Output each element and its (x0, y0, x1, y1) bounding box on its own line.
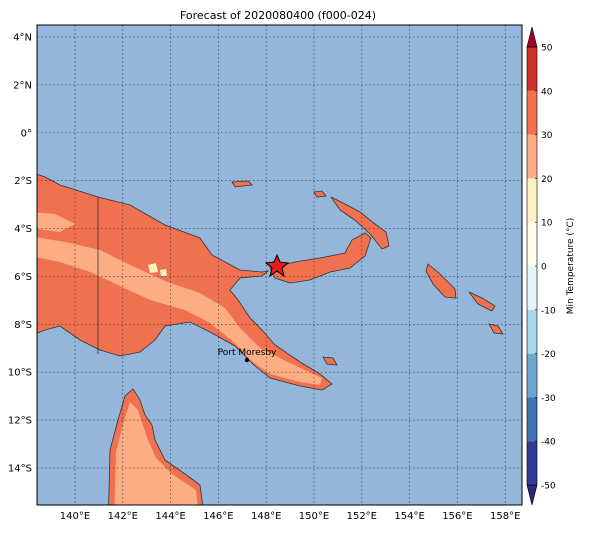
lon-tick-label: 148°E (251, 511, 281, 522)
colorbar-band (527, 134, 537, 179)
colorbar-band (527, 309, 537, 354)
lat-tick-label: 10°S (8, 368, 32, 379)
map-title: Forecast of 2020080400 (f000-024) (180, 9, 376, 22)
colorbar-tick-label: 40 (541, 87, 553, 97)
colorbar-tick-label: 30 (541, 131, 553, 141)
land (269, 232, 372, 284)
lat-tick-label: 4°S (14, 224, 32, 235)
lat-tick-label: 14°S (8, 463, 32, 474)
lon-tick-label: 156°E (442, 511, 472, 522)
colorbar-tick-label: 50 (541, 44, 553, 54)
map-frame (36, 24, 523, 506)
colorbar-tick-label: 10 (541, 219, 553, 229)
city-label: Port Moresby (218, 348, 277, 358)
colorbar-label: Min Temperature (°C) (566, 218, 576, 315)
lon-tick-label: 150°E (299, 511, 329, 522)
land-warm (37, 237, 322, 385)
lon-tick-label: 152°E (347, 511, 377, 522)
land-cool (160, 269, 167, 276)
colorbar-tick-label: -30 (541, 394, 556, 404)
star-marker (264, 253, 290, 278)
colorbar-band (527, 353, 537, 398)
lon-tick-label: 144°E (155, 511, 185, 522)
land (488, 323, 504, 335)
colorbar-band (527, 178, 537, 223)
colorbar-tick-label: -50 (541, 482, 556, 492)
lat-tick-label: 6°S (14, 272, 32, 283)
colorbar-band (527, 397, 537, 442)
lat-tick-label: 2°N (13, 80, 32, 91)
land (37, 173, 333, 391)
colorbar-tick-label: -40 (541, 438, 556, 448)
colorbar-tick-label: -10 (541, 306, 556, 316)
graticule (37, 25, 522, 505)
colorbar-band (527, 266, 537, 310)
land (330, 196, 390, 250)
colorbar-band (527, 441, 537, 485)
lon-tick-label: 154°E (394, 511, 424, 522)
land (231, 180, 253, 188)
land-warm (37, 212, 75, 232)
colorbar-band (527, 47, 537, 91)
land-cool (148, 263, 158, 273)
colorbar-tick-label: 0 (541, 263, 547, 273)
colorbar-extend-high (526, 26, 538, 48)
colorbar-tick-label: -20 (541, 350, 556, 360)
colorbar-extend-low (526, 484, 538, 506)
lat-tick-label: 4°N (13, 33, 32, 44)
land-warm (114, 402, 198, 505)
land (313, 190, 327, 198)
lat-tick-label: 12°S (8, 416, 32, 427)
colorbar-band (527, 222, 537, 266)
colorbar-band (527, 90, 537, 135)
land (322, 356, 338, 366)
lat-tick-label: 2°S (14, 176, 32, 187)
land (468, 291, 496, 312)
lat-tick-label: 0° (21, 128, 32, 139)
lon-tick-label: 140°E (60, 511, 90, 522)
city-dot (244, 357, 250, 363)
lon-tick-label: 158°E (490, 511, 520, 522)
colorbar-tick-label: 20 (541, 175, 553, 185)
lat-tick-label: 8°S (14, 320, 32, 331)
lon-tick-label: 146°E (203, 511, 233, 522)
map-area: Port Moresby (37, 25, 522, 505)
lon-tick-label: 142°E (108, 511, 138, 522)
